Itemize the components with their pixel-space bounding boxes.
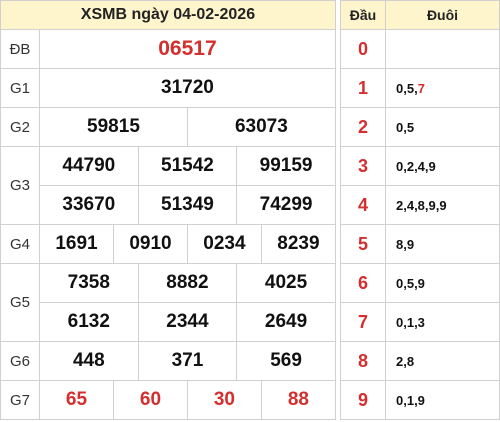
dau-duoi-row: 3 0,2,4,9 (340, 146, 500, 186)
duoi-header: Đuôi (385, 0, 500, 30)
prize-number: 2344 (137, 302, 238, 342)
prize-number: 1691 (39, 224, 114, 264)
results-table: XSMB ngày 04-02-2026 ĐB 06517 G1 31720 G… (0, 0, 336, 420)
prize-label: G1 (0, 68, 40, 108)
duoi-digits: 0,2,4,9 (385, 146, 500, 186)
prize-number: 448 (39, 341, 139, 381)
dau-duoi-row: 1 0,5,7 (340, 68, 500, 108)
prize-number: 0910 (112, 224, 188, 264)
prize-row-g3: 33670 51349 74299 (1, 185, 336, 225)
prize-number: 33670 (39, 185, 139, 225)
dau-header: Đầu (340, 0, 386, 30)
prize-label: G4 (0, 224, 40, 264)
prize-number: 371 (137, 341, 238, 381)
dau-duoi-row: 8 2,8 (340, 341, 500, 381)
duoi-digits-cell: 0,5,7 (385, 68, 500, 108)
duoi-digits (385, 29, 500, 69)
prize-number: 65 (39, 380, 114, 420)
dau-digit: 9 (340, 380, 386, 420)
dau-digit: 7 (340, 302, 386, 342)
prize-number: 99159 (236, 146, 336, 186)
dau-digit: 5 (340, 224, 386, 264)
duoi-digits: 0,5,9 (385, 263, 500, 303)
prize-row-g4: G4 1691 0910 0234 8239 (0, 224, 336, 264)
prize-label: G6 (0, 341, 40, 381)
prize-number: 4025 (236, 263, 336, 303)
prize-number: 60 (112, 380, 188, 420)
dau-duoi-row: 9 0,1,9 (340, 380, 500, 420)
prize-row-g1: G1 31720 (0, 68, 336, 108)
prize-label: G2 (0, 107, 40, 147)
duoi-digits: 0,1,9 (385, 380, 500, 420)
dau-duoi-row: 2 0,5 (340, 107, 500, 147)
dau-duoi-row: 7 0,1,3 (340, 302, 500, 342)
prize-number: 88 (260, 380, 336, 420)
prize-label: G7 (0, 380, 40, 420)
dau-duoi-row: 5 8,9 (340, 224, 500, 264)
prize-number: 44790 (39, 146, 139, 186)
dau-duoi-row: 0 (340, 29, 500, 69)
prize-row-g3: G3 44790 51542 99159 (0, 146, 336, 225)
prize-number: 2649 (236, 302, 336, 342)
special-prize-number: 06517 (39, 29, 336, 69)
dau-digit: 2 (340, 107, 386, 147)
prize-label: G5 (0, 263, 40, 342)
prize-row-g5: 6132 2344 2649 (1, 302, 336, 342)
dau-digit: 4 (340, 185, 386, 225)
prize-number: 51349 (137, 185, 238, 225)
results-title: XSMB ngày 04-02-2026 (0, 0, 336, 30)
duoi-special-digit: 7 (417, 80, 425, 96)
duoi-digits: 0,5 (385, 107, 500, 147)
dau-duoi-row: 4 2,4,8,9,9 (340, 185, 500, 225)
dau-digit: 0 (340, 29, 386, 69)
duoi-digits: 8,9 (385, 224, 500, 264)
prize-number: 31720 (39, 68, 336, 108)
prize-number: 59815 (39, 107, 188, 147)
prize-label: G3 (0, 146, 40, 225)
prize-number: 0234 (186, 224, 262, 264)
dau-duoi-row: 6 0,5,9 (340, 263, 500, 303)
prize-number: 30 (186, 380, 262, 420)
duoi-digits: 2,8 (385, 341, 500, 381)
prize-row-g2: G2 59815 63073 (0, 107, 336, 147)
prize-number: 8239 (260, 224, 336, 264)
prize-number: 63073 (186, 107, 336, 147)
duoi-digits: 0,5, (396, 80, 418, 96)
dau-duoi-table: Đầu Đuôi 0 1 0,5,7 2 0,5 3 0,2,4,9 4 2,4… (340, 0, 500, 420)
prize-number: 8882 (137, 263, 238, 303)
prize-number: 51542 (137, 146, 238, 186)
dau-digit: 3 (340, 146, 386, 186)
duoi-digits: 2,4,8,9,9 (385, 185, 500, 225)
dau-digit: 6 (340, 263, 386, 303)
dau-digit: 1 (340, 68, 386, 108)
prize-row-g7: G7 65 60 30 88 (0, 380, 336, 420)
prize-number: 569 (236, 341, 336, 381)
dau-digit: 8 (340, 341, 386, 381)
prize-row-g5: G5 7358 8882 4025 (0, 263, 336, 342)
prize-label: ĐB (0, 29, 40, 69)
prize-number: 7358 (39, 263, 139, 303)
prize-number: 74299 (236, 185, 336, 225)
duoi-digits: 0,1,3 (385, 302, 500, 342)
prize-row-db: ĐB 06517 (0, 29, 336, 69)
prize-row-g6: G6 448 371 569 (0, 341, 336, 381)
prize-number: 6132 (39, 302, 139, 342)
